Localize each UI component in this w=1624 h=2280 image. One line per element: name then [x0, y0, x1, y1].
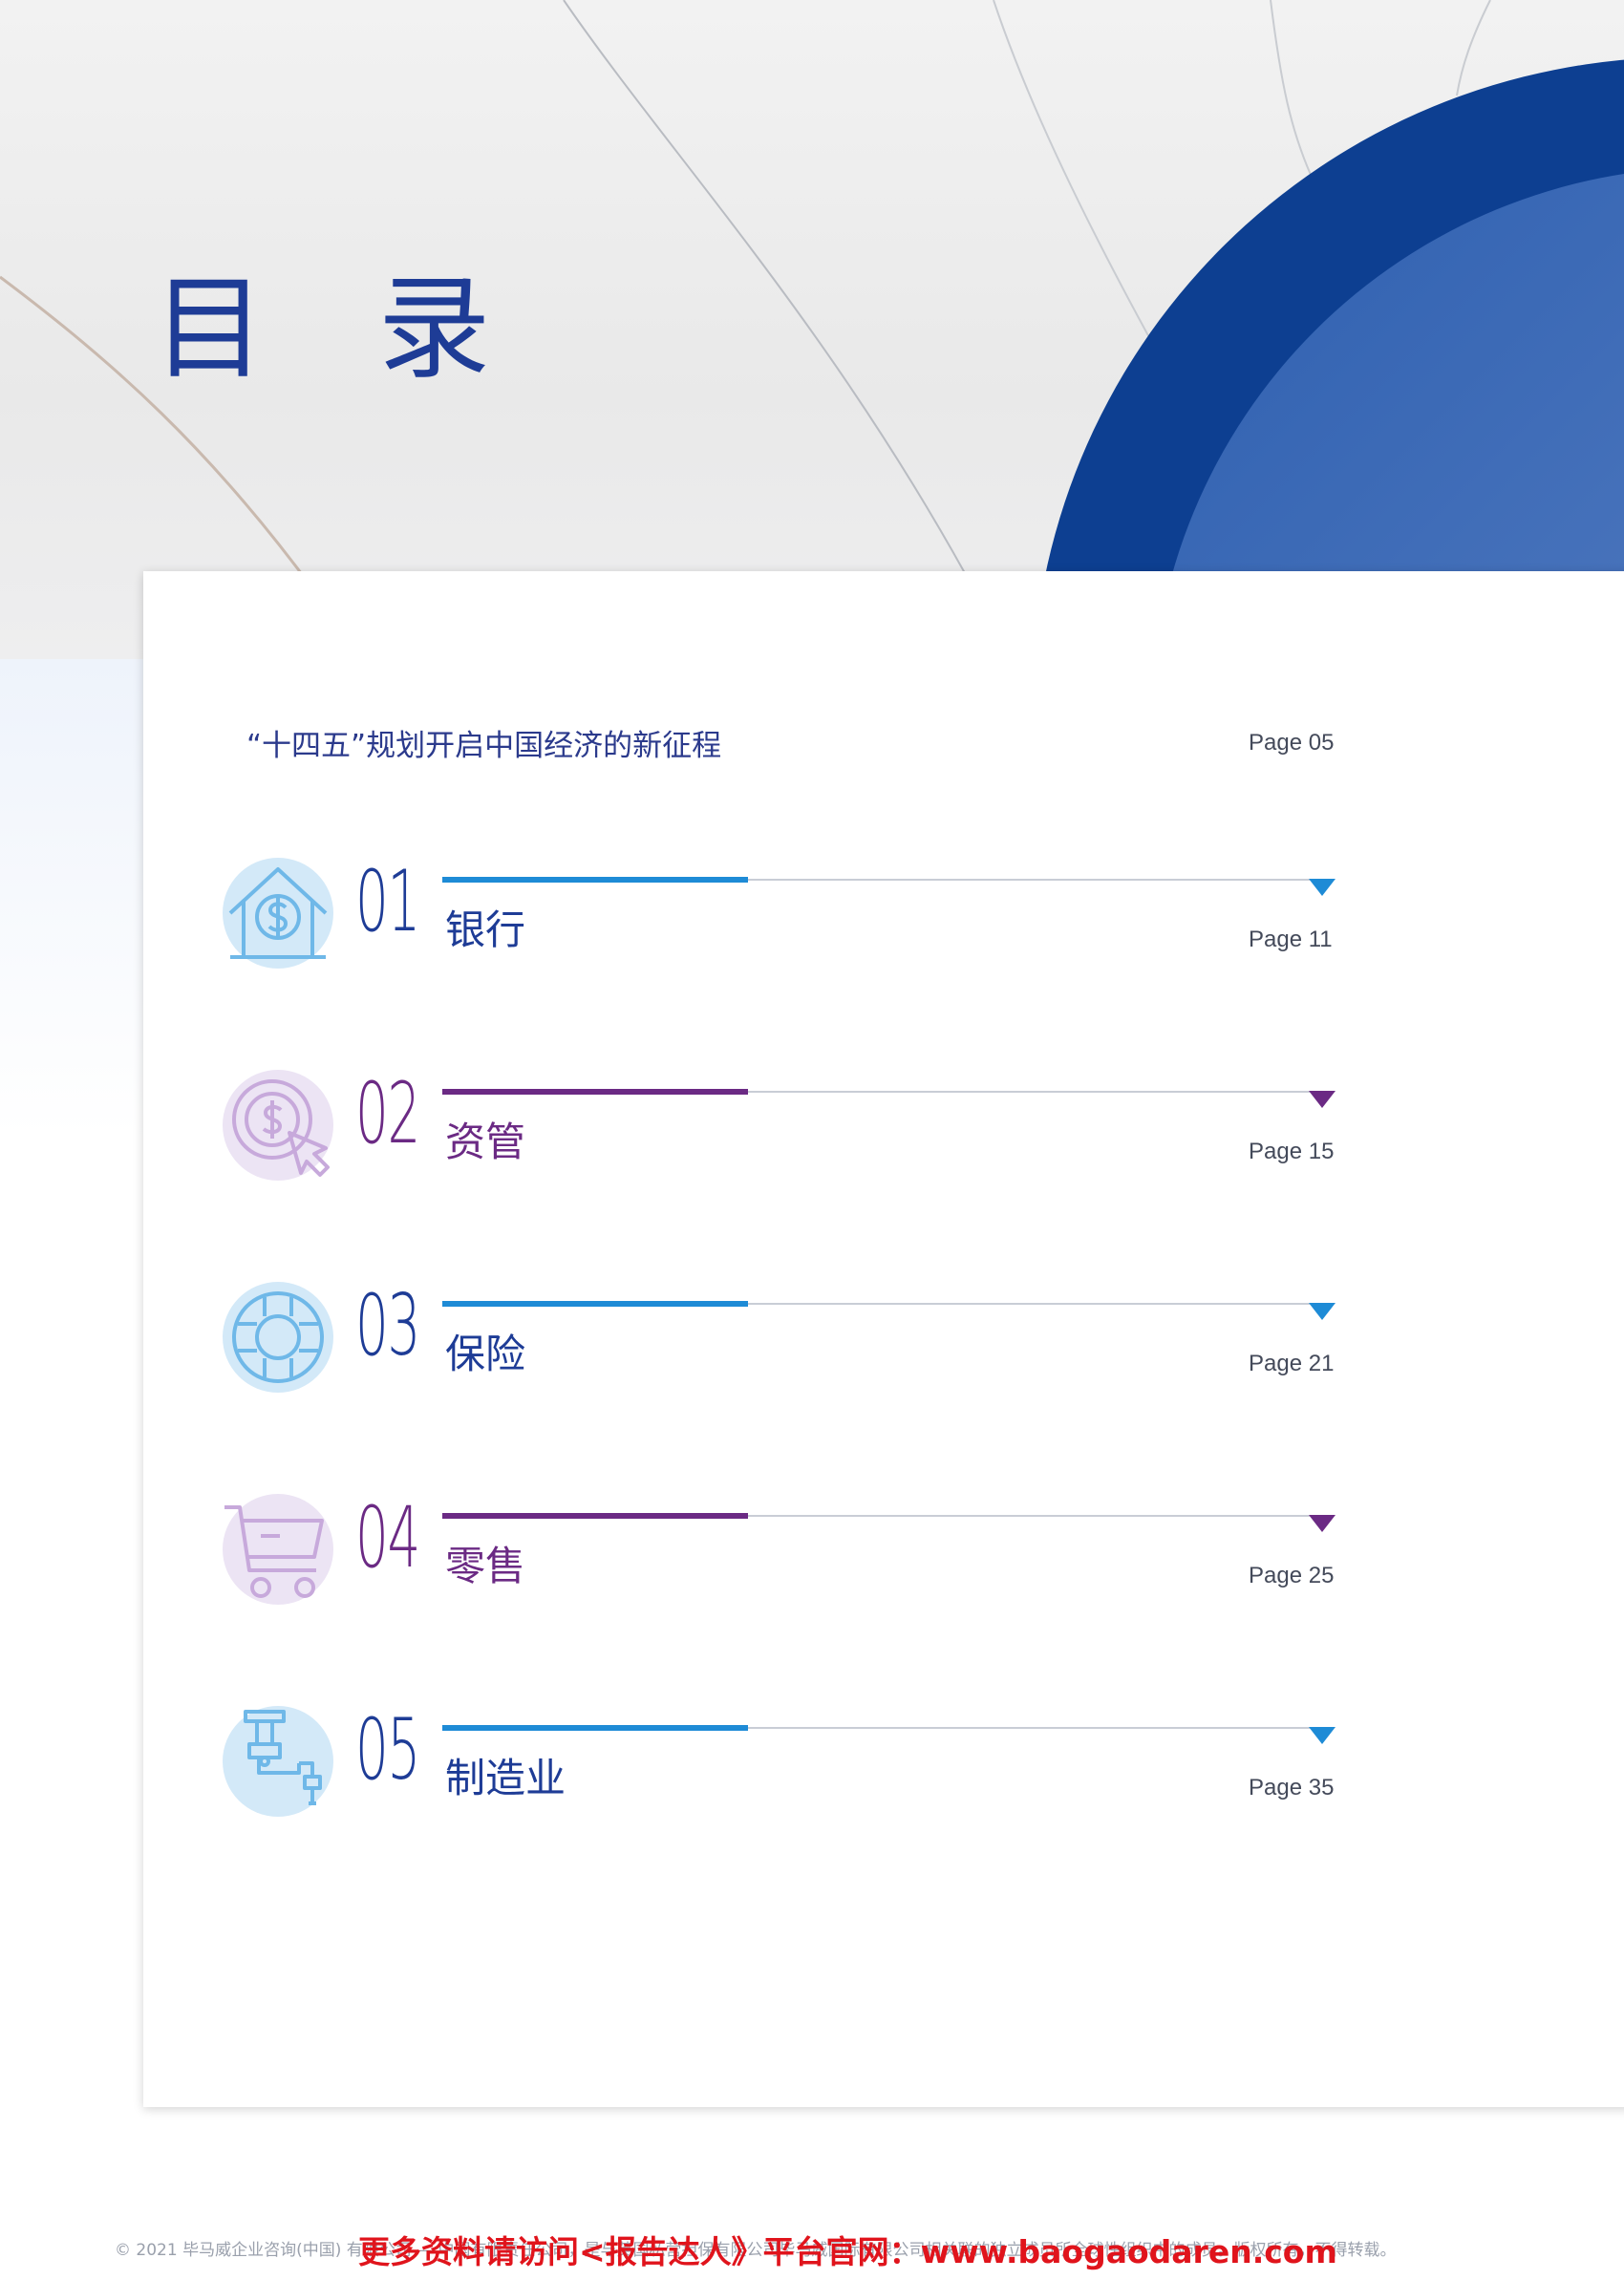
section-label: 保险: [445, 1331, 526, 1377]
contents-card: [143, 571, 1624, 2107]
section-number: 05: [355, 1700, 420, 1799]
toc-section-02[interactable]: 02 资管 Page 15: [0, 1070, 1624, 1213]
divider: [442, 1515, 1314, 1517]
section-number: 01: [355, 852, 420, 950]
toc-section-04[interactable]: 04 零售 Page 25: [0, 1494, 1624, 1637]
divider-accent: [442, 877, 748, 883]
section-page: Page 11: [1249, 927, 1333, 952]
section-number: 03: [355, 1276, 420, 1374]
lifebuoy-icon: [223, 1282, 333, 1393]
page-title: 目 录: [153, 263, 529, 394]
hero-image: [0, 0, 1624, 659]
divider: [442, 1303, 1314, 1305]
section-page: Page 15: [1249, 1139, 1335, 1164]
triangle-marker-icon: [1309, 1727, 1336, 1744]
triangle-marker-icon: [1309, 1091, 1336, 1108]
section-number: 02: [355, 1064, 420, 1162]
triangle-marker-icon: [1309, 879, 1336, 896]
intro-page: Page 05: [1249, 730, 1335, 756]
divider-accent: [442, 1513, 748, 1519]
divider: [442, 879, 1314, 881]
toc-section-03[interactable]: 03 保险 Page 21: [0, 1282, 1624, 1425]
section-number: 04: [355, 1488, 420, 1587]
robot-arm-icon: [223, 1706, 333, 1817]
triangle-marker-icon: [1309, 1303, 1336, 1320]
promo-link[interactable]: 更多资料请访问<报告达人》平台官网：www.baogaodaren.com: [358, 2233, 1337, 2270]
section-page: Page 25: [1249, 1563, 1335, 1588]
divider: [442, 1727, 1314, 1729]
copyright-text: © 2021 毕马威企业咨询(中国) 有限公司 — 中国有限责任公司，是与英国私…: [115, 2241, 1397, 2260]
divider-accent: [442, 1301, 748, 1307]
section-label: 制造业: [445, 1755, 566, 1801]
section-label: 资管: [445, 1119, 526, 1165]
divider-accent: [442, 1725, 748, 1731]
divider: [442, 1091, 1314, 1093]
toc-section-05[interactable]: 05 制造业 Page 35: [0, 1706, 1624, 1849]
intro-title[interactable]: “十四五”规划开启中国经济的新征程: [246, 729, 722, 763]
divider-accent: [442, 1089, 748, 1095]
section-page: Page 35: [1249, 1775, 1335, 1801]
left-tint: [0, 659, 143, 1137]
hero-background-graphic: [0, 0, 1624, 659]
house-dollar-icon: [223, 858, 333, 969]
section-page: Page 21: [1249, 1351, 1335, 1376]
shopping-cart-icon: [223, 1494, 333, 1605]
section-label: 银行: [445, 906, 526, 953]
toc-section-01[interactable]: 01 银行 Page 11: [0, 858, 1624, 1001]
section-label: 零售: [445, 1543, 526, 1589]
triangle-marker-icon: [1309, 1515, 1336, 1532]
dollar-coin-cursor-icon: [223, 1070, 333, 1181]
